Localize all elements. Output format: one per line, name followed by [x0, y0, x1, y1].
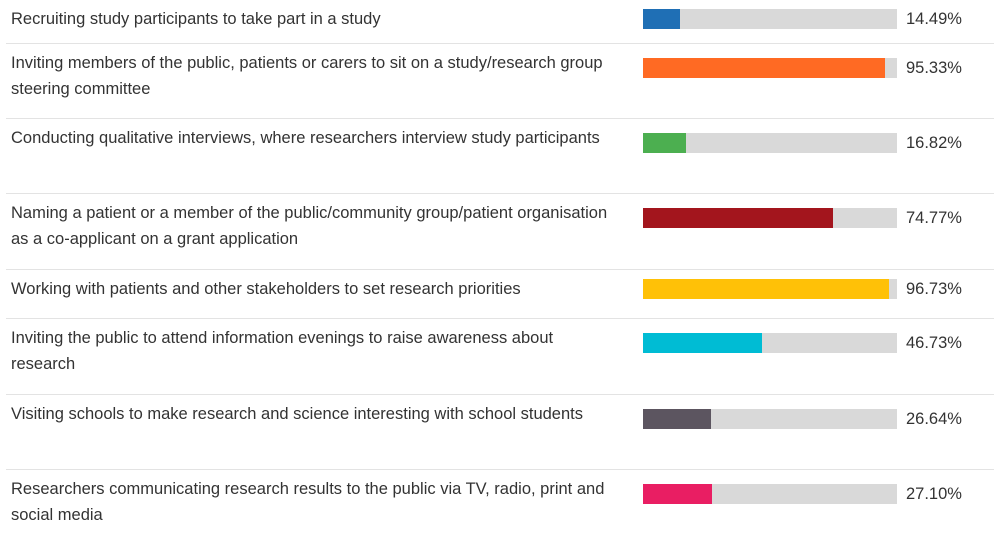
bar-track — [643, 409, 897, 429]
bar-track — [643, 279, 897, 299]
category-label: Recruiting study participants to take pa… — [11, 10, 381, 28]
row-divider — [6, 469, 994, 470]
category-label: Inviting the public to attend informatio… — [11, 329, 554, 373]
bar — [643, 58, 886, 78]
row-divider — [6, 118, 994, 119]
category-label: Working with patients and other stakehol… — [11, 280, 521, 298]
value-label: 26.64% — [906, 410, 962, 428]
chart-row: Conducting qualitative interviews, where… — [6, 119, 994, 194]
category-label: Researchers communicating research resul… — [11, 480, 605, 524]
row-divider — [6, 43, 994, 44]
value-label: 16.82% — [906, 134, 962, 152]
bar — [643, 208, 833, 228]
row-divider — [6, 193, 994, 194]
row-divider — [6, 394, 994, 395]
value-label: 74.77% — [906, 209, 962, 227]
bar-track — [643, 133, 897, 153]
row-divider — [6, 318, 994, 319]
chart-row: Recruiting study participants to take pa… — [6, 0, 994, 44]
value-label: 27.10% — [906, 485, 962, 503]
bar — [643, 279, 889, 299]
value-label: 14.49% — [906, 10, 962, 28]
row-divider — [6, 269, 994, 270]
category-label: Conducting qualitative interviews, where… — [11, 129, 600, 147]
category-label: Naming a patient or a member of the publ… — [11, 204, 608, 248]
bar — [643, 333, 762, 353]
chart-row: Inviting the public to attend informatio… — [6, 319, 994, 395]
category-label: Visiting schools to make research and sc… — [11, 405, 583, 423]
value-label: 95.33% — [906, 59, 962, 77]
bar — [643, 484, 712, 504]
value-label: 46.73% — [906, 334, 962, 352]
bar — [643, 9, 680, 29]
chart-row: Working with patients and other stakehol… — [6, 270, 994, 319]
chart-row: Naming a patient or a member of the publ… — [6, 194, 994, 270]
bar-track — [643, 208, 897, 228]
chart-row: Inviting members of the public, patients… — [6, 44, 994, 119]
chart-row: Researchers communicating research resul… — [6, 470, 994, 534]
bar-track — [643, 9, 897, 29]
category-label: Inviting members of the public, patients… — [11, 54, 603, 98]
bar-track — [643, 58, 897, 78]
bar-track — [643, 484, 897, 504]
bar — [643, 133, 686, 153]
bar — [643, 409, 711, 429]
chart-row: Visiting schools to make research and sc… — [6, 395, 994, 470]
bar-track — [643, 333, 897, 353]
value-label: 96.73% — [906, 280, 962, 298]
